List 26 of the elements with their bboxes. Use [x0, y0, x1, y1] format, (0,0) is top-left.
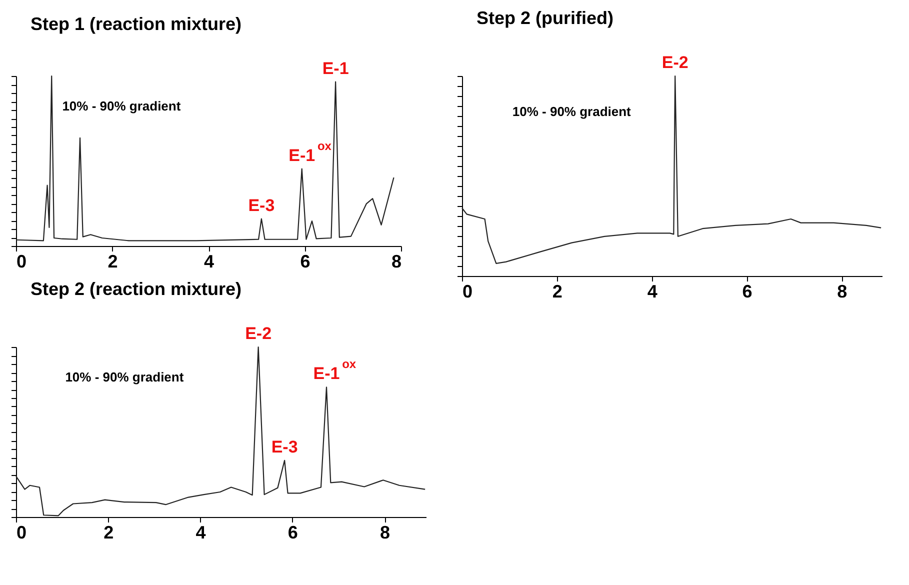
x-tick-label: 6	[300, 252, 310, 272]
x-tick-label: 2	[104, 522, 114, 542]
x-tick-label: 6	[742, 282, 752, 302]
x-tick-label: 2	[552, 282, 562, 302]
x-tick-label: 8	[380, 522, 390, 542]
x-tick-label: 4	[647, 282, 658, 302]
x-tick-label: 8	[391, 252, 402, 272]
x-tick-label: 4	[196, 522, 206, 542]
chart-title: Step 1 (reaction mixture)	[30, 14, 242, 34]
x-tick-label: 0	[462, 282, 473, 302]
x-tick-label: 2	[108, 252, 118, 272]
annotation: 10% - 90% gradient	[512, 104, 632, 119]
annotation: 10% - 90% gradient	[65, 370, 184, 385]
annotation: E-2	[245, 324, 272, 343]
chart-title: Step 2 (purified)	[476, 8, 614, 28]
annotation: E-3	[271, 437, 298, 456]
annotation: E-1	[322, 58, 349, 78]
x-tick-label: 8	[837, 282, 848, 302]
annotation: E-2	[662, 53, 688, 72]
annotation: E-3	[248, 196, 275, 215]
x-tick-label: 0	[16, 252, 27, 272]
x-tick-label: 0	[16, 522, 27, 542]
x-tick-label: 4	[204, 252, 214, 272]
annotation: 10% - 90% gradient	[62, 98, 182, 114]
chart-title: Step 2 (reaction mixture)	[30, 279, 242, 299]
x-tick-label: 6	[288, 522, 298, 542]
